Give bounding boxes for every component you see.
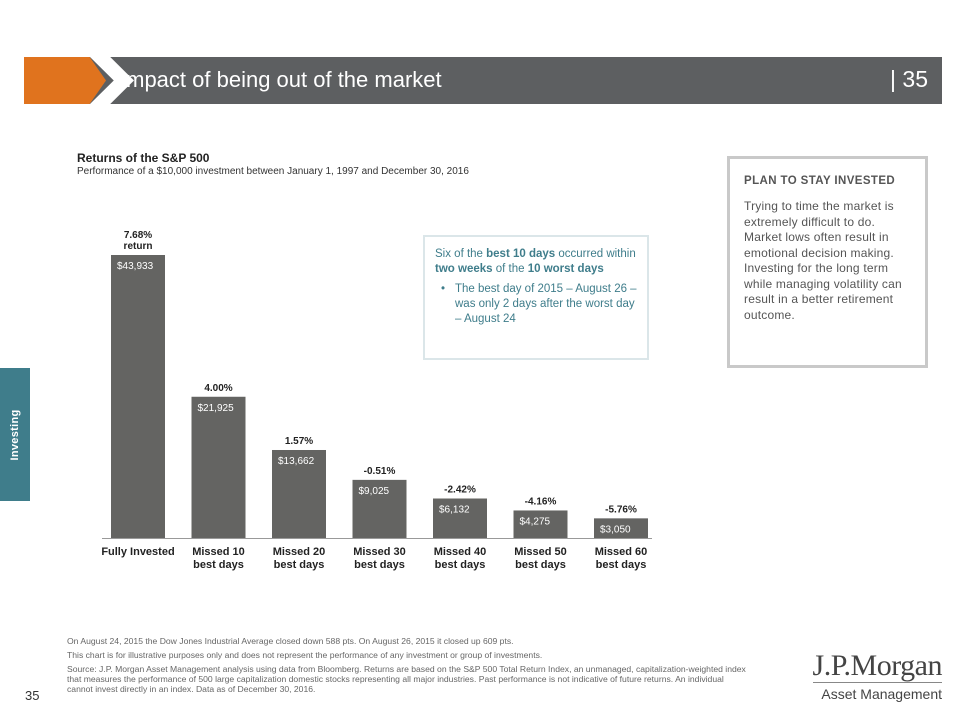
category-label: best days [515, 559, 566, 571]
category-label: Missed 60 [595, 546, 648, 558]
category-label: best days [596, 559, 647, 571]
plan-body: Trying to time the market is extremely d… [744, 199, 902, 322]
chart-subtitle: Performance of a $10,000 investment betw… [77, 166, 469, 177]
bar-value-label: $6,132 [439, 504, 470, 515]
return-label: return [124, 241, 153, 252]
bar [272, 449, 326, 538]
banner-background [24, 57, 942, 104]
category-label: Missed 50 [514, 546, 567, 558]
category-label: best days [193, 559, 244, 571]
bullet-marker: • [441, 283, 446, 295]
header-banner: Impact of being out of the market | 35 [24, 57, 942, 104]
logo-subline: Asset Management [812, 682, 942, 704]
bar-value-label: $21,925 [198, 403, 235, 414]
plan-title: PLAN TO STAY INVESTED [744, 175, 896, 187]
bar [191, 396, 246, 538]
bar-value-label: $13,662 [278, 456, 315, 467]
footnotes: On August 24, 2015 the Dow Jones Industr… [67, 636, 747, 698]
footnote-1: On August 24, 2015 the Dow Jones Industr… [67, 636, 514, 646]
logo-wordmark: J.P.Morgan [812, 649, 943, 682]
bar [513, 510, 568, 538]
category-label: best days [354, 559, 405, 571]
return-label: -4.16% [525, 496, 557, 507]
banner-orange-chevron [24, 57, 106, 104]
callout-heading-run: Six of the [435, 248, 487, 260]
category-label: Missed 40 [434, 546, 487, 558]
category-label: Missed 20 [273, 546, 326, 558]
plan-box: PLAN TO STAY INVESTED Trying to time the… [727, 156, 928, 368]
callout-heading-run: occurred within [555, 248, 636, 260]
category-label: Fully Invested [101, 546, 174, 558]
footer-page-number: 35 [25, 688, 40, 703]
bar-value-label: $4,275 [520, 516, 551, 527]
callout-heading-run: of the [492, 263, 528, 275]
section-tab[interactable]: Investing [0, 368, 30, 501]
callout-bullet-text: The best day of 2015 – August 26 – was o… [455, 283, 637, 325]
callout-heading: Six of the best 10 days occurred within … [435, 247, 637, 277]
callout-box: Six of the best 10 days occurred within … [423, 235, 649, 360]
return-label: 7.68% [124, 230, 152, 241]
bar-value-label: $43,933 [117, 261, 154, 272]
bar-value-label: $9,025 [359, 486, 390, 497]
chart-title: Returns of the S&P 500 [77, 151, 210, 165]
category-label: best days [274, 559, 325, 571]
footnote-2: This chart is for illustrative purposes … [67, 650, 543, 660]
bar-value-label: $3,050 [600, 524, 631, 535]
category-label: best days [435, 559, 486, 571]
return-label: 1.57% [285, 436, 313, 447]
bar [594, 518, 648, 538]
callout-heading-run: best 10 days [486, 248, 556, 260]
return-label: -5.76% [605, 504, 637, 515]
page-title: Impact of being out of the market [120, 67, 442, 92]
header-page-number: | 35 [890, 66, 928, 92]
return-label: -2.42% [444, 484, 476, 495]
bar [433, 498, 487, 538]
return-label: 4.00% [204, 383, 232, 394]
jpmorgan-logo: J.P.Morgan Asset Management [812, 649, 943, 704]
callout-heading-run: two weeks [435, 263, 493, 275]
bar [111, 255, 165, 538]
category-label: Missed 30 [353, 546, 406, 558]
bars-group: $43,933 7.68%return Fully Invested $21,925 4… [101, 230, 652, 571]
callout-bullet: • The best day of 2015 – August 26 – was… [435, 282, 637, 327]
return-label: -0.51% [364, 466, 396, 477]
callout-heading-run: 10 worst days [527, 263, 604, 275]
category-label: Missed 10 [192, 546, 245, 558]
footnote-3: Source: J.P. Morgan Asset Management ana… [67, 664, 746, 694]
bar [352, 479, 407, 538]
